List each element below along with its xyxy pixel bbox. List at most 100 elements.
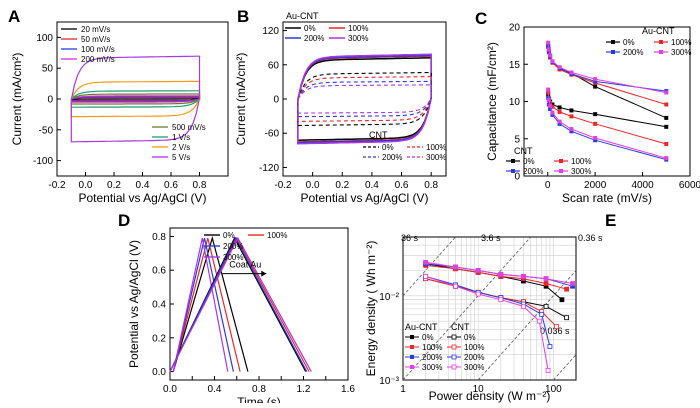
panel-label-E: E — [605, 211, 616, 230]
panel-label-B: B — [237, 7, 249, 26]
plot-frame-E — [402, 236, 577, 381]
legend-title-C-cnt: CNT — [514, 146, 533, 156]
data-point-CNT-0- — [550, 102, 555, 107]
legend-label-D: 300% — [223, 253, 243, 262]
series-line-Au-CNT-200- — [547, 46, 667, 92]
series-line-CNT-200- — [547, 97, 667, 161]
data-point-CNT-200- — [547, 344, 553, 349]
legend-label-E: 300% — [464, 363, 484, 372]
cv-curve-Au-CNT-100- — [297, 55, 432, 143]
data-point-CNT-300- — [546, 87, 551, 92]
time-label-E: 36 s — [401, 233, 419, 243]
series-line-CNT-100- — [547, 92, 667, 145]
data-point-Au-CNT-300- — [521, 274, 526, 279]
x-tick-label-E: 1 — [400, 384, 406, 395]
cv-curve-CNT-0- — [297, 71, 432, 127]
legend-label-C: 200% — [523, 167, 543, 176]
x-tick-label-B: 0.2 — [335, 180, 349, 191]
legend-label-C: 300% — [571, 167, 591, 176]
data-point-CNT-300- — [521, 303, 526, 309]
legend-title-E-au: Au-CNT — [405, 322, 438, 332]
legend-label-A: 50 mV/s — [81, 35, 110, 44]
data-point-Au-CNT-0- — [593, 84, 598, 89]
data-point-Au-CNT-300- — [423, 259, 429, 265]
cv-curve-CNT-100- — [297, 76, 432, 122]
data-point-CNT-300- — [548, 103, 553, 108]
x-tick-label-A: 0.6 — [164, 180, 178, 191]
y-tick-label-E: 10⁻³ — [379, 376, 399, 387]
x-tick-label-B: 0.4 — [365, 180, 379, 191]
data-point-Au-CNT-300- — [543, 276, 549, 282]
data-point-CNT-0- — [543, 303, 549, 309]
y-tick-label-D: 0.0 — [152, 367, 166, 378]
cv-curve-2-V-s — [70, 80, 201, 118]
data-point-CNT-200- — [593, 138, 598, 143]
x-axis-title-D: Time (s) — [237, 395, 281, 403]
data-point-CNT-0- — [664, 124, 669, 129]
constant-time-line-E — [477, 270, 577, 381]
legend-label-E: 0% — [422, 333, 434, 342]
data-point-Au-CNT-300- — [593, 77, 598, 82]
data-point-Au-CNT-100- — [564, 286, 570, 292]
x-tick-label-A: 0.2 — [107, 180, 121, 191]
time-label-E: 0.36 s — [578, 233, 603, 243]
cv-curve-Au-CNT-300- — [297, 53, 432, 145]
data-point-Au-CNT-300- — [569, 70, 574, 75]
x-tick-label-A: 0.8 — [193, 180, 207, 191]
x-axis-title-C: Scan rate (mV/s) — [562, 191, 652, 205]
legend-label-C: 100% — [571, 157, 591, 166]
x-tick-label-B: 0.6 — [395, 180, 409, 191]
data-point-CNT-300- — [593, 136, 598, 141]
legend-label-E: 200% — [464, 353, 484, 362]
series-line-CNT-200- — [425, 275, 551, 347]
gcd-curve-Au-CNT-200- — [169, 236, 308, 372]
data-point-Au-CNT-0- — [559, 297, 565, 303]
time-label-E: 3.6 s — [481, 233, 501, 243]
plot-frame-B — [282, 21, 447, 177]
gcd-curve-CNT-200- — [172, 237, 234, 372]
y-tick-label-B: 60 — [268, 60, 280, 71]
series-line-CNT-300- — [425, 275, 549, 371]
y-tick-label-D: 0.8 — [152, 232, 166, 243]
legend-label-E: 200% — [422, 353, 442, 362]
legend-label-B: 300% — [426, 153, 446, 162]
y-tick-label-B: 120 — [262, 26, 279, 37]
legend-label-C: 100% — [671, 38, 691, 47]
panel-label-A: A — [8, 7, 20, 26]
legend-label-C: 300% — [671, 48, 691, 57]
x-tick-label-E: 100 — [545, 384, 562, 395]
series-line-Au-CNT-100- — [547, 47, 667, 105]
legend-marker-E — [410, 335, 414, 339]
legend-label-B: 100% — [426, 143, 446, 152]
gcd-curve-CNT-300- — [172, 237, 229, 372]
y-tick-label-B: -120 — [259, 163, 279, 174]
data-point-Au-CNT-300- — [453, 264, 458, 270]
data-point-CNT-0- — [593, 112, 598, 117]
legend-marker-C — [611, 50, 615, 54]
constant-time-line-E — [553, 354, 577, 381]
data-point-CNT-200- — [546, 95, 551, 100]
legend-label-E: 300% — [422, 363, 442, 372]
legend-title-B-au: Au-CNT — [286, 11, 319, 21]
y-tick-label-B: 0 — [273, 95, 279, 106]
x-tick-label-D: 0.8 — [252, 384, 266, 395]
y-tick-label-C: 0 — [514, 172, 520, 183]
x-tick-label-D: 1.6 — [341, 384, 355, 395]
cv-curve-CNT-200- — [297, 80, 432, 118]
legend-marker-E — [451, 344, 457, 350]
data-point-CNT-300- — [498, 297, 504, 303]
annotation-coat-au: Coat Au — [229, 260, 261, 270]
data-point-Au-CNT-300- — [570, 281, 575, 286]
legend-label-B: 200% — [382, 153, 402, 162]
legend-marker-E — [451, 334, 457, 340]
cv-curve-Au-CNT-200- — [297, 54, 432, 144]
data-point-Au-CNT-300- — [546, 47, 551, 52]
annotation-arrowhead — [261, 270, 267, 277]
data-point-Au-CNT-300- — [475, 268, 481, 273]
data-point-CNT-100- — [554, 324, 559, 330]
legend-label-E: 100% — [464, 343, 484, 352]
x-axis-title-B: Potential vs Ag/AgCl (V) — [300, 191, 428, 205]
legend-marker-C — [659, 40, 663, 44]
